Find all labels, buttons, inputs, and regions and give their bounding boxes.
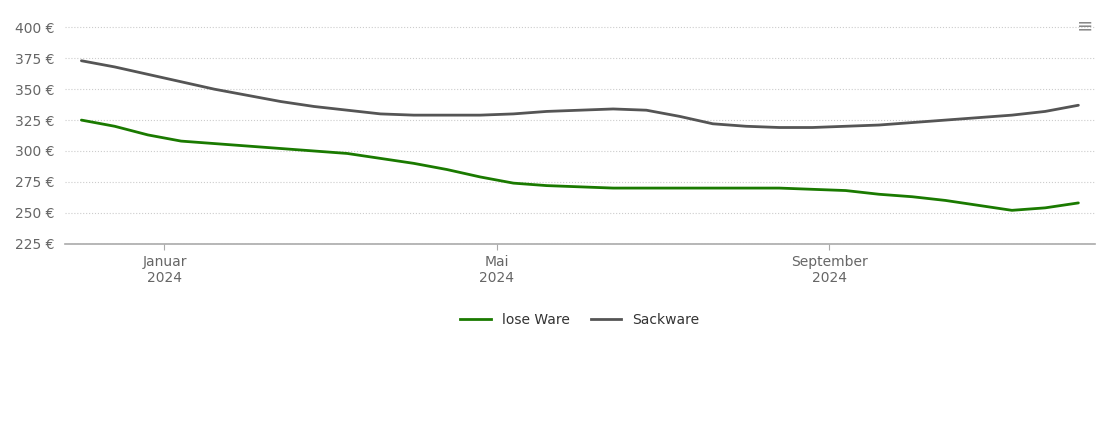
Text: ≡: ≡ [1077, 17, 1093, 36]
Legend: lose Ware, Sackware: lose Ware, Sackware [455, 308, 705, 333]
